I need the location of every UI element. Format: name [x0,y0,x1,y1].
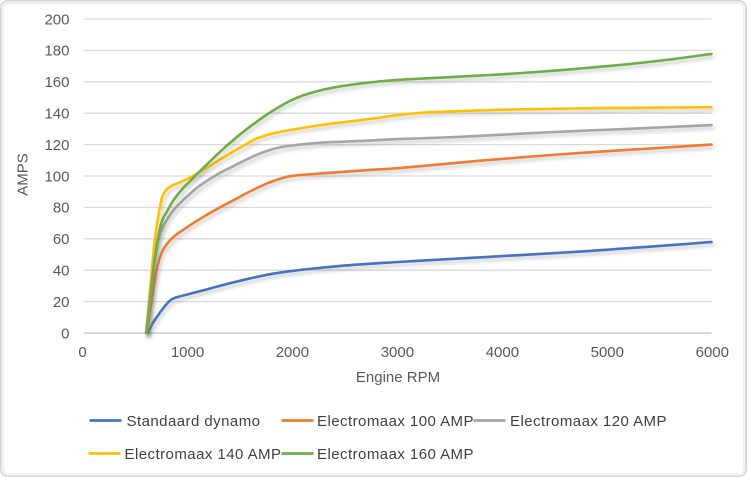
svg-text:180: 180 [44,43,69,60]
svg-text:Standaard dynamo: Standaard dynamo [127,413,261,430]
svg-text:5000: 5000 [591,344,624,361]
svg-text:1000: 1000 [171,344,204,361]
svg-text:0: 0 [61,325,69,342]
svg-text:2000: 2000 [276,344,309,361]
svg-text:160: 160 [44,74,69,91]
svg-text:3000: 3000 [381,344,414,361]
svg-text:Electromaax 140 AMP: Electromaax 140 AMP [125,446,282,463]
svg-text:40: 40 [53,263,70,280]
svg-text:0: 0 [78,344,86,361]
svg-text:4000: 4000 [486,344,519,361]
svg-text:20: 20 [53,294,70,311]
svg-text:140: 140 [44,106,69,123]
svg-text:60: 60 [53,231,70,248]
svg-text:6000: 6000 [696,344,729,361]
svg-text:120: 120 [44,137,69,154]
svg-text:Electromaax 160 AMP: Electromaax 160 AMP [317,446,474,463]
svg-text:Engine RPM: Engine RPM [356,369,440,386]
svg-text:80: 80 [53,200,70,217]
svg-text:Electromaax 100 AMP: Electromaax 100 AMP [317,413,474,430]
svg-text:100: 100 [44,168,69,185]
svg-text:Electromaax 120 AMP: Electromaax 120 AMP [510,413,667,430]
svg-text:AMPS: AMPS [15,153,32,196]
svg-text:200: 200 [44,11,69,28]
